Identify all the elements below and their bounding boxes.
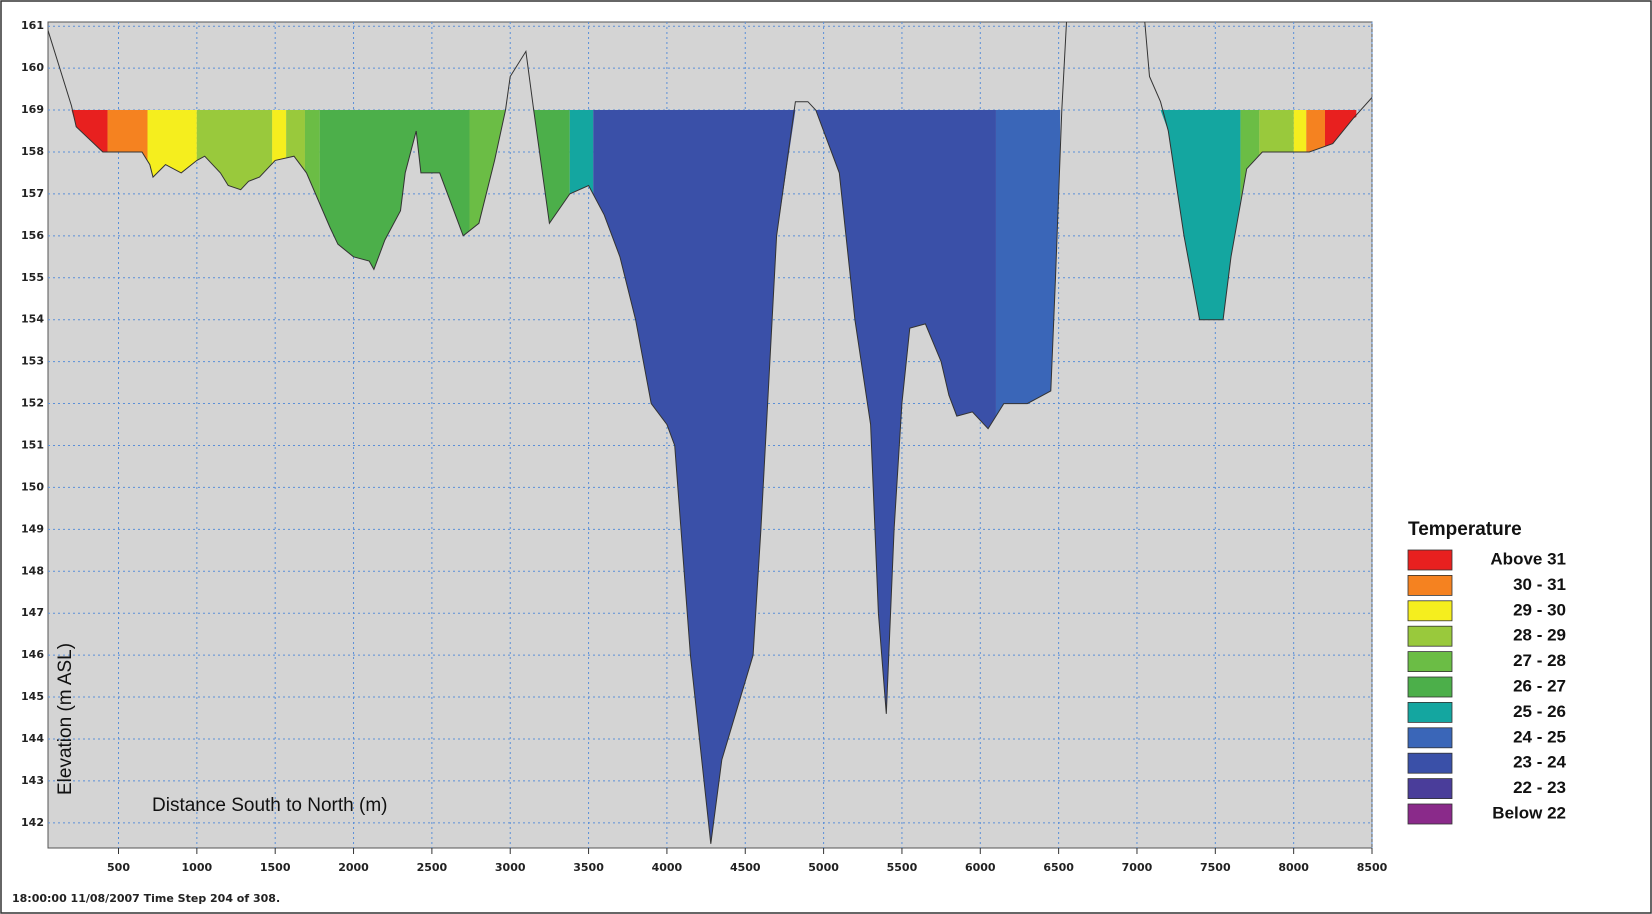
legend-swatch bbox=[1407, 727, 1453, 749]
y-tick-label: 145 bbox=[21, 690, 44, 703]
legend-swatch bbox=[1407, 651, 1453, 672]
x-tick-label: 3000 bbox=[495, 861, 526, 874]
legend-label: 28 - 29 bbox=[1513, 626, 1566, 645]
y-tick-label: 149 bbox=[21, 522, 44, 535]
y-tick-label: 154 bbox=[21, 313, 44, 326]
legend-swatch bbox=[1407, 625, 1453, 647]
legend-swatch bbox=[1407, 676, 1453, 698]
legend-swatch bbox=[1407, 575, 1453, 596]
x-axis-label: Distance South to North (m) bbox=[152, 795, 387, 816]
y-tick-label: 158 bbox=[21, 145, 44, 158]
legend-swatch bbox=[1407, 600, 1453, 622]
y-tick-label: 151 bbox=[21, 438, 44, 451]
legend-swatch bbox=[1407, 803, 1453, 825]
legend-label: 22 - 23 bbox=[1513, 778, 1566, 797]
y-tick-label: 155 bbox=[21, 271, 44, 284]
x-tick-label: 4000 bbox=[652, 861, 683, 874]
y-tick-label: 161 bbox=[21, 19, 44, 32]
y-tick-label: 147 bbox=[21, 606, 44, 619]
y-tick-label: 160 bbox=[21, 61, 44, 74]
y-tick-label: 153 bbox=[21, 355, 44, 368]
x-tick-label: 1000 bbox=[182, 861, 213, 874]
x-tick-label: 8000 bbox=[1278, 861, 1309, 874]
y-tick-label: 142 bbox=[21, 816, 44, 829]
y-tick-label: 148 bbox=[21, 564, 44, 577]
legend-label: 30 - 31 bbox=[1513, 575, 1566, 594]
legend-label: 29 - 30 bbox=[1513, 600, 1566, 619]
footer: 18:00:00 11/08/2007 Time Step 204 of 308… bbox=[12, 892, 280, 905]
y-axis-label: Elevation (m ASL) bbox=[55, 643, 76, 795]
y-tick-label: 156 bbox=[21, 229, 44, 242]
y-tick-label: 150 bbox=[21, 480, 44, 493]
legend-label: 25 - 26 bbox=[1513, 702, 1566, 721]
legend-swatch bbox=[1407, 549, 1453, 571]
x-tick-label: 500 bbox=[107, 861, 130, 874]
x-tick-label: 8500 bbox=[1357, 861, 1388, 874]
legend-label: 26 - 27 bbox=[1513, 676, 1566, 695]
y-tick-label: 146 bbox=[21, 648, 44, 661]
y-tick-label: 152 bbox=[21, 397, 44, 410]
legend-swatch bbox=[1407, 778, 1453, 799]
x-tick-label: 7000 bbox=[1122, 861, 1153, 874]
x-tick-label: 5500 bbox=[887, 861, 918, 874]
legend-label: Below 22 bbox=[1492, 803, 1566, 822]
y-tick-label: 144 bbox=[21, 732, 44, 745]
x-tick-label: 3500 bbox=[573, 861, 604, 874]
x-tick-label: 7500 bbox=[1200, 861, 1231, 874]
y-tick-label: 157 bbox=[21, 187, 44, 200]
legend-swatch bbox=[1407, 702, 1453, 723]
x-tick-label: 2500 bbox=[417, 861, 448, 874]
x-tick-label: 2000 bbox=[338, 861, 369, 874]
legend-label: 24 - 25 bbox=[1513, 727, 1566, 746]
x-tick-label: 6000 bbox=[965, 861, 996, 874]
x-tick-label: 1500 bbox=[260, 861, 291, 874]
y-tick-label: 143 bbox=[21, 774, 44, 787]
legend-swatch bbox=[1407, 752, 1453, 774]
x-tick-label: 4500 bbox=[730, 861, 761, 874]
legend-title: Temperature bbox=[1408, 519, 1522, 540]
legend-label: 27 - 28 bbox=[1513, 651, 1566, 670]
x-tick-label: 5000 bbox=[808, 861, 839, 874]
legend-label: 23 - 24 bbox=[1513, 753, 1566, 772]
bed-profile bbox=[48, 22, 1372, 844]
y-tick-label: 169 bbox=[21, 103, 44, 116]
x-tick-label: 6500 bbox=[1043, 861, 1074, 874]
legend-label: Above 31 bbox=[1490, 549, 1566, 568]
